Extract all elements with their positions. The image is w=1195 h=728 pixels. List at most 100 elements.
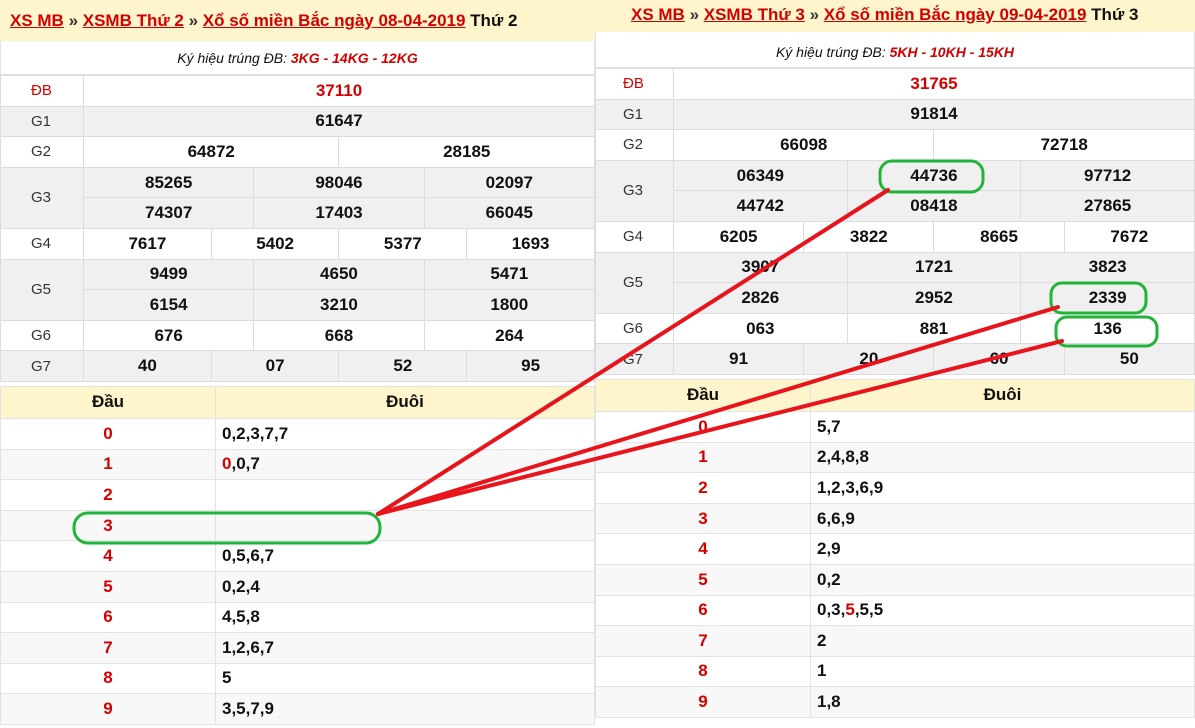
prize-value: 98046 xyxy=(253,166,425,199)
loto-row: 9 3,5,7,9 xyxy=(0,693,595,725)
loto-head: 3 xyxy=(595,502,811,535)
breadcrumb-separator: » xyxy=(63,11,83,30)
prize-value: 1693 xyxy=(466,227,595,260)
prize-value: 2952 xyxy=(846,282,1022,314)
row-g3b: 74307 17403 66045 xyxy=(1,197,596,229)
loto-tail-column: Đuôi xyxy=(215,385,595,419)
loto-head: 1 xyxy=(0,448,216,481)
row-g7: G7 40 07 52 95 xyxy=(0,350,595,382)
symbol-label: Ký hiệu trúng ĐB: xyxy=(177,50,291,66)
row-g4: G4 6205 3822 8665 7672 xyxy=(595,220,1195,253)
loto-head: 6 xyxy=(0,601,216,634)
loto-row: 4 0,5,6,7 xyxy=(0,540,595,572)
row-g6: G6 063 881 136 xyxy=(595,312,1195,345)
prize-label: G3 xyxy=(595,159,674,222)
results-table: ĐB 31765 G1 91814 G2 66098 72718 G3 0634… xyxy=(595,68,1195,375)
prize-label: G4 xyxy=(595,220,674,253)
loto-head: 6 xyxy=(595,594,811,627)
prize-value: 64872 xyxy=(82,136,340,168)
row-g1: G1 91814 xyxy=(595,98,1195,131)
loto-row: 9 1,8 xyxy=(595,686,1195,718)
results-table: ĐB 37110 G1 61647 G2 64872 28185 G3 8526… xyxy=(0,75,596,382)
prize-label: G1 xyxy=(595,98,674,131)
loto-head: 9 xyxy=(595,686,811,718)
prize-value: 5471 xyxy=(423,258,596,291)
row-g3a: G3 06349 44736 97712 xyxy=(595,159,1195,222)
prize-label: G3 xyxy=(0,166,84,229)
prize-value: 27865 xyxy=(1020,190,1195,222)
loto-tail: 2 xyxy=(810,625,1195,657)
loto-head: 7 xyxy=(0,632,216,664)
loto-tail-highlight: 0 xyxy=(222,454,232,474)
prize-value: 60 xyxy=(933,343,1065,375)
prize-value: 08418 xyxy=(846,190,1022,222)
breadcrumb-day: Thứ 2 xyxy=(465,11,518,30)
prize-value: 20 xyxy=(803,343,935,375)
loto-row: 7 1,2,6,7 xyxy=(0,632,595,664)
loto-tail-rest: ,5,5 xyxy=(854,600,884,620)
prize-label: G5 xyxy=(0,258,84,321)
symbol-codes: 3KG - 14KG - 12KG xyxy=(290,50,418,66)
prize-value: 72718 xyxy=(933,129,1195,161)
loto-header: Đầu Đuôi xyxy=(595,378,1195,412)
loto-row: 2 1,2,3,6,9 xyxy=(595,472,1195,504)
prize-value: 40 xyxy=(83,350,212,382)
prize-value: 66098 xyxy=(672,129,935,161)
prize-value: 91814 xyxy=(673,98,1195,131)
results-panel-right: XS MB » XSMB Thứ 3 » Xổ số miền Bắc ngày… xyxy=(595,0,1195,718)
loto-row: 1 2,4,8,8 xyxy=(595,441,1195,474)
prize-value: 7617 xyxy=(83,227,212,260)
loto-row: 6 0,3,5,5,5 xyxy=(595,594,1195,627)
breadcrumb-separator: » xyxy=(183,11,203,30)
breadcrumb-weekday-link[interactable]: XSMB Thứ 3 xyxy=(703,5,805,24)
prize-value: 881 xyxy=(846,312,1022,345)
prize-value: 1721 xyxy=(846,251,1022,284)
special-prize-symbol: Ký hiệu trúng ĐB: 3KG - 14KG - 12KG xyxy=(0,41,595,75)
loto-head: 0 xyxy=(0,417,216,450)
results-panel-left: XS MB » XSMB Thứ 2 » Xổ số miền Bắc ngày… xyxy=(0,0,596,725)
loto-tail: 1,2,3,6,9 xyxy=(810,472,1195,504)
row-g3b: 44742 08418 27865 xyxy=(596,190,1195,222)
prize-value: 6154 xyxy=(82,289,255,321)
breadcrumb-date-link[interactable]: Xổ số miền Bắc ngày 08-04-2019 xyxy=(202,11,466,30)
breadcrumb-xsmb-link[interactable]: XS MB xyxy=(10,11,64,30)
loto-head: 3 xyxy=(0,509,216,542)
breadcrumb-xsmb-link[interactable]: XS MB xyxy=(631,5,685,24)
row-g7: G7 91 20 60 50 xyxy=(595,343,1195,375)
loto-tail: 5 xyxy=(215,662,595,695)
loto-row: 3 6,6,9 xyxy=(595,502,1195,535)
prize-value: 3823 xyxy=(1020,251,1195,284)
prize-label: G2 xyxy=(0,136,84,168)
loto-row: 1 0,0,7 xyxy=(0,448,595,481)
prize-value: 2339 xyxy=(1020,282,1195,314)
loto-tail: 4,5,8 xyxy=(215,601,595,634)
prize-value: 5402 xyxy=(210,227,340,260)
breadcrumb-date-link[interactable]: Xổ số miền Bắc ngày 09-04-2019 xyxy=(823,5,1087,24)
prize-value: 8665 xyxy=(933,220,1065,253)
breadcrumb-weekday-link[interactable]: XSMB Thứ 2 xyxy=(82,11,184,30)
prize-value: 5377 xyxy=(338,227,468,260)
row-g5a: G5 3907 1721 3823 xyxy=(595,251,1195,314)
loto-tail: 0,0,7 xyxy=(215,448,595,481)
loto-tail xyxy=(215,509,595,542)
loto-tail: 0,3,5,5,5 xyxy=(810,594,1195,627)
row-g5b: 2826 2952 2339 xyxy=(596,282,1195,314)
prize-value: 06349 xyxy=(673,159,848,192)
loto-tail: 5,7 xyxy=(810,410,1195,443)
prize-label: ĐB xyxy=(0,75,84,107)
prize-value: 61647 xyxy=(83,105,595,138)
row-g1: G1 61647 xyxy=(0,105,595,138)
loto-row: 4 2,9 xyxy=(595,533,1195,565)
loto-head: 5 xyxy=(0,570,216,603)
row-g2: G2 64872 28185 xyxy=(0,136,595,168)
breadcrumb-separator: » xyxy=(684,5,704,24)
loto-row: 0 0,2,3,7,7 xyxy=(0,417,595,450)
prize-label: G6 xyxy=(0,319,84,352)
loto-tail: 0,2,3,7,7 xyxy=(215,417,595,450)
loto-tail-highlight: 5 xyxy=(845,600,855,620)
loto-head-column: Đầu xyxy=(595,378,811,412)
prize-value: 66045 xyxy=(423,197,596,229)
loto-head: 7 xyxy=(595,625,811,657)
